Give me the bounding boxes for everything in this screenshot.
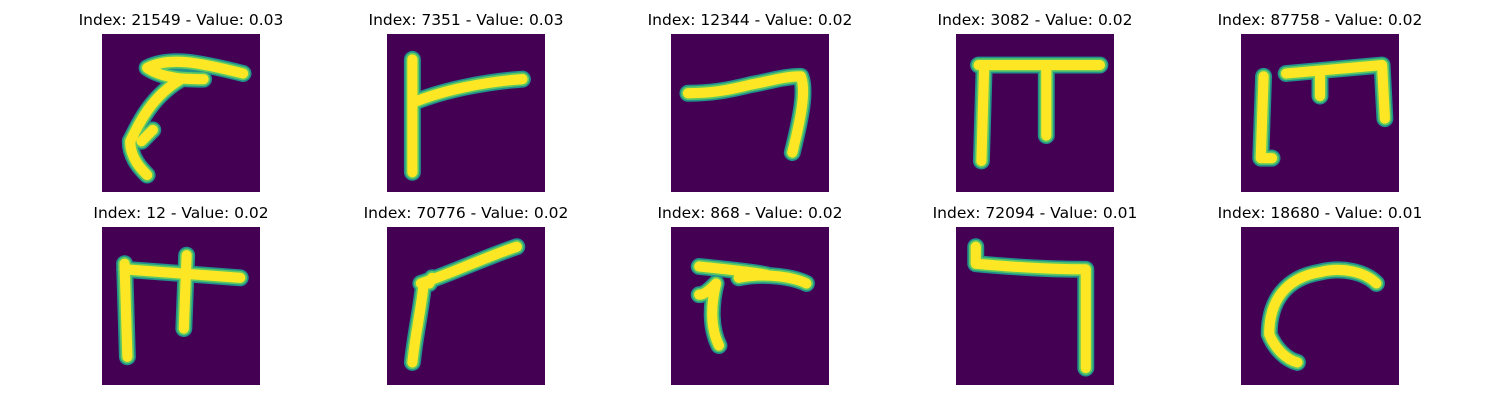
panel-title-3: Index: 12344 - Value: 0.02 [647,11,853,29]
glyph-vertical-with-right-bar [387,34,545,192]
panel-title-1: Index: 21549 - Value: 0.03 [78,11,284,29]
digit-image-1 [102,34,260,192]
panel-title-9: Index: 72094 - Value: 0.01 [932,204,1138,222]
panel-title-5: Index: 87758 - Value: 0.02 [1217,11,1423,29]
glyph-table-shape [102,227,260,385]
glyph-reverse-l [956,227,1114,385]
digit-image-3 [671,34,829,192]
glyph-open-frame [1241,34,1399,192]
glyph-angled-hook [387,227,545,385]
glyph-pi-shape [956,34,1114,192]
panel-title-6: Index: 12 - Value: 0.02 [93,204,269,222]
digit-image-5 [1241,34,1399,192]
glyph-bar-with-curled-leg [671,227,829,385]
digit-image-8 [671,227,829,385]
digit-image-10 [1241,227,1399,385]
digit-image-4 [956,34,1114,192]
panel-title-8: Index: 868 - Value: 0.02 [657,204,843,222]
digit-image-2 [387,34,545,192]
digit-image-6 [102,227,260,385]
glyph-bar-with-right-descender [671,34,829,192]
glyph-hook-left-curl [102,34,260,192]
panel-title-2: Index: 7351 - Value: 0.03 [368,11,564,29]
panel-title-7: Index: 70776 - Value: 0.02 [363,204,569,222]
panel-title-4: Index: 3082 - Value: 0.02 [937,11,1133,29]
digit-image-9 [956,227,1114,385]
glyph-arc [1241,227,1399,385]
panel-title-10: Index: 18680 - Value: 0.01 [1217,204,1423,222]
digit-image-7 [387,227,545,385]
